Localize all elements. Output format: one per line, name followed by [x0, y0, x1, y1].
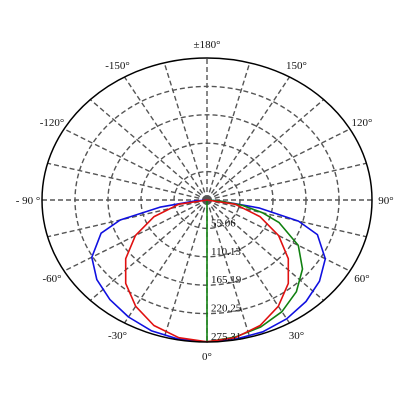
grid-spoke — [206, 199, 367, 238]
angle-label: 90° — [378, 195, 393, 207]
grid-spoke — [206, 199, 351, 272]
angle-label: -30° — [108, 330, 127, 342]
angle-label: 120° — [352, 117, 373, 129]
grid-spoke — [89, 199, 208, 301]
grid-spoke — [206, 128, 351, 201]
grid-spoke — [123, 199, 208, 324]
angle-label: 150° — [286, 60, 307, 72]
outer-boundary — [41, 57, 373, 343]
angle-label: -150° — [105, 60, 130, 72]
angle-label: 0° — [202, 351, 212, 363]
grid-spoke — [206, 162, 367, 201]
angle-label: 30° — [289, 330, 304, 342]
grid-spoke — [63, 128, 208, 201]
angle-label: -120° — [40, 117, 65, 129]
angle-label: -60° — [42, 273, 61, 285]
grid-spoke — [206, 199, 291, 324]
ring-value-label: 55.06 — [211, 217, 236, 229]
grid-spoke — [163, 199, 208, 338]
grid-spoke — [89, 99, 208, 201]
grid-spoke — [206, 62, 251, 201]
grid-spoke — [206, 199, 325, 301]
ring-value-label: 110.13 — [211, 246, 241, 258]
angle-label: ±180° — [194, 39, 221, 51]
angle-label: - 90 ° — [16, 195, 41, 207]
grid-spoke — [206, 99, 325, 201]
grid-spoke — [123, 76, 208, 201]
ring-value-label: 220.25 — [211, 303, 242, 315]
angle-label: 60° — [354, 273, 369, 285]
ring-value-label: 165.19 — [211, 274, 242, 286]
grid-spoke — [163, 62, 208, 201]
labels: ±180° 150° 120° 90° 60° 30° 0° -30° -60° - 90 ° -1… — [16, 39, 394, 363]
grid-spoke — [63, 199, 208, 272]
grid-spoke — [47, 162, 208, 201]
ring-value-label: 275.31 — [211, 331, 241, 343]
grid-spoke — [206, 76, 291, 201]
